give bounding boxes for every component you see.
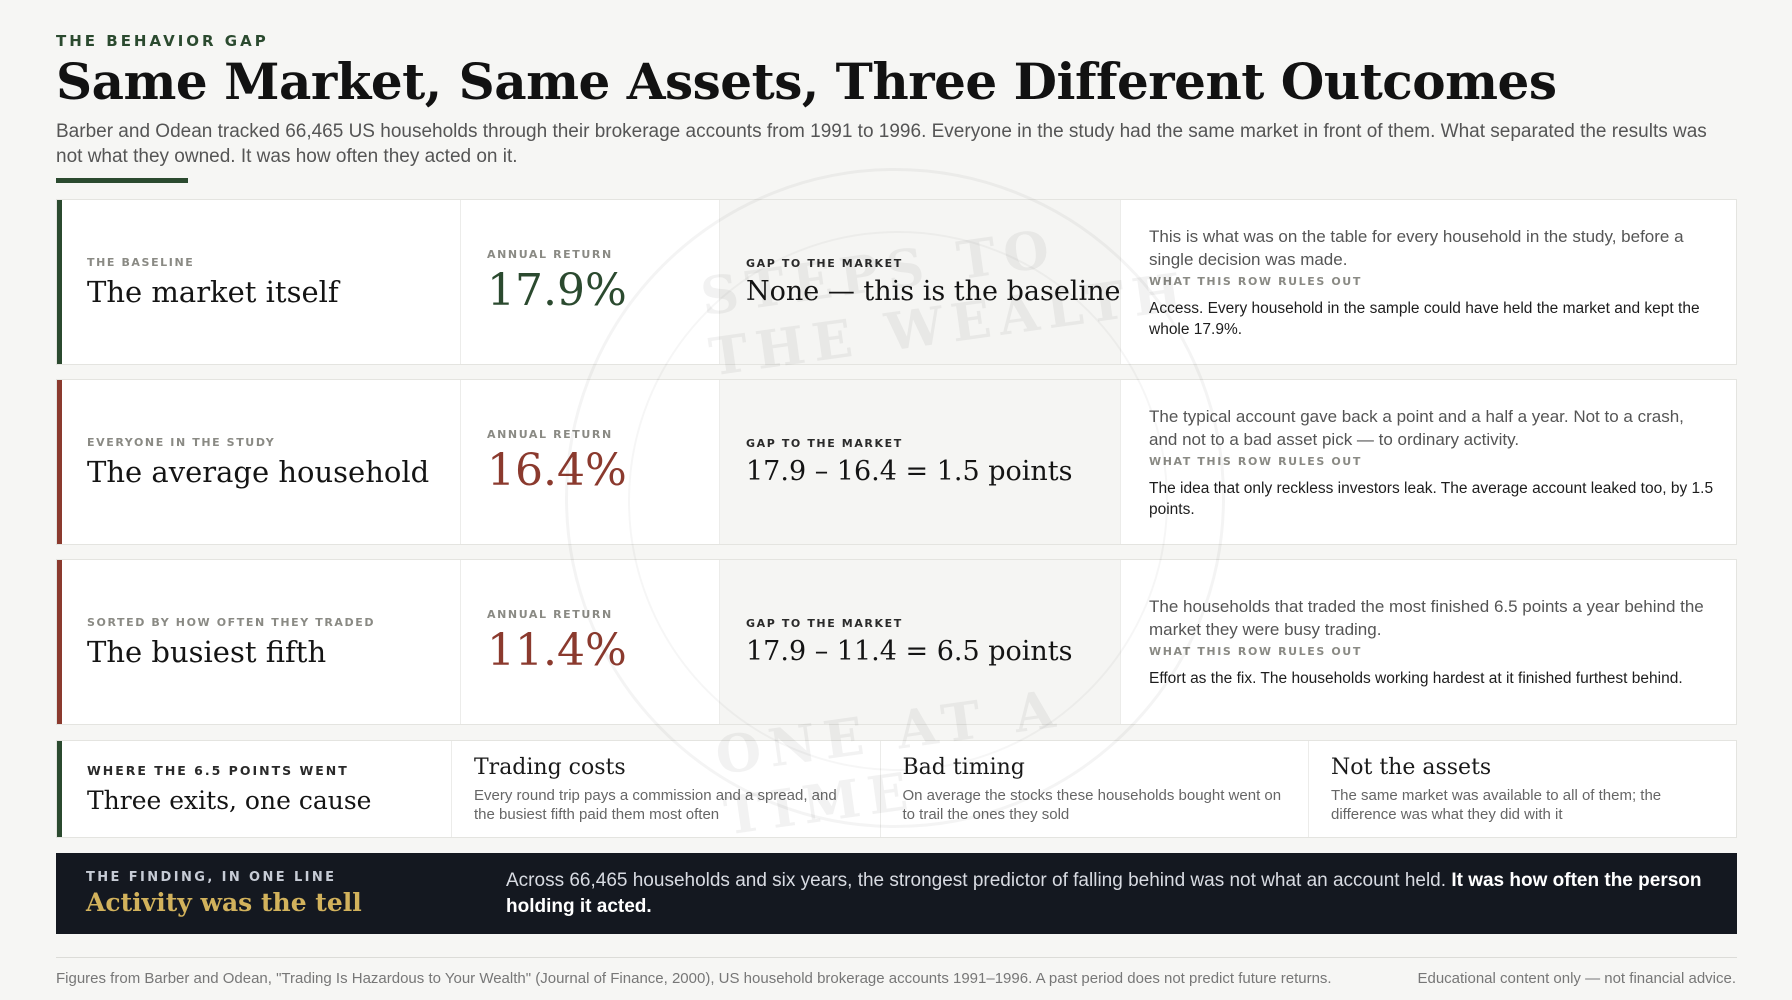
finding-text: Across 66,465 households and six years, … [506, 868, 1737, 920]
eyebrow: THE BEHAVIOR GAP [56, 32, 269, 50]
rules-label: WHAT THIS ROW RULES OUT [1149, 454, 1362, 468]
row-label-cell: SORTED BY HOW OFTEN THEY TRADED The busi… [62, 560, 461, 724]
row-description: The households that traded the most fini… [1149, 597, 1704, 639]
row-description: This is what was on the table for every … [1149, 226, 1684, 269]
exit-text: Every round trip pays a commission and a… [474, 787, 837, 823]
row-label-cell: THE BASELINE The market itself [62, 200, 461, 364]
gap-label: GAP TO THE MARKET [746, 437, 903, 450]
row-return-cell: ANNUAL RETURN 11.4% [461, 560, 720, 724]
return-value: 17.9% [487, 265, 627, 316]
footer-rule [56, 957, 1737, 958]
row-title: The average household [87, 454, 430, 489]
footer-source: Figures from Barber and Odean, "Trading … [56, 970, 1332, 987]
exits-panel: WHERE THE 6.5 POINTS WENT Three exits, o… [56, 740, 1737, 838]
finding-banner: THE FINDING, IN ONE LINE Activity was th… [56, 853, 1737, 934]
exit-text: On average the stocks these households b… [902, 787, 1282, 823]
rules-text: The idea that only reckless investors le… [1149, 479, 1714, 518]
gap-label: GAP TO THE MARKET [746, 257, 903, 270]
page-subtitle: Barber and Odean tracked 66,465 US house… [56, 121, 1707, 167]
gap-value: None — this is the baseline [746, 276, 1121, 307]
row-description: The typical account gave back a point an… [1149, 406, 1684, 449]
row-busiest: SORTED BY HOW OFTEN THEY TRADED The busi… [56, 559, 1737, 725]
rules-text: Effort as the fix. The households workin… [1149, 670, 1683, 687]
gap-label: GAP TO THE MARKET [746, 617, 903, 630]
row-return-cell: ANNUAL RETURN 16.4% [461, 380, 720, 544]
exit-item-trading-costs: Trading costs Every round trip pays a co… [452, 741, 881, 837]
finding-label: THE FINDING, IN ONE LINE [86, 870, 337, 885]
row-kicker: THE BASELINE [87, 255, 195, 269]
page-title: Same Market, Same Assets, Three Differen… [56, 52, 1557, 111]
exits-accent [57, 741, 62, 837]
finding-heading: THE FINDING, IN ONE LINE Activity was th… [56, 870, 506, 917]
row-accent [57, 560, 62, 724]
row-accent [57, 380, 62, 544]
row-baseline: THE BASELINE The market itself ANNUAL RE… [56, 199, 1737, 365]
row-title: The market itself [87, 274, 339, 309]
row-kicker: SORTED BY HOW OFTEN THEY TRADED [87, 615, 376, 629]
finding-text-bold: It was how often the person holding it a… [506, 869, 1702, 917]
row-return-cell: ANNUAL RETURN 17.9% [461, 200, 720, 364]
exit-text: The same market was available to all of … [1331, 787, 1662, 823]
row-gap-cell: GAP TO THE MARKET 17.9 – 16.4 = 1.5 poin… [720, 380, 1121, 544]
row-average: EVERYONE IN THE STUDY The average househ… [56, 379, 1737, 545]
exit-title: Bad timing [902, 755, 1025, 780]
return-value: 16.4% [487, 445, 627, 496]
finding-text-regular: Across 66,465 households and six years, … [506, 869, 1447, 891]
exit-item-not-the-assets: Not the assets The same market was avail… [1309, 741, 1736, 837]
exits-header: WHERE THE 6.5 POINTS WENT Three exits, o… [62, 741, 452, 837]
title-rule [56, 178, 188, 183]
row-gap-cell: GAP TO THE MARKET None — this is the bas… [720, 200, 1121, 364]
rules-label: WHAT THIS ROW RULES OUT [1149, 645, 1362, 658]
row-notes-cell: This is what was on the table for every … [1121, 200, 1736, 364]
exit-item-bad-timing: Bad timing On average the stocks these h… [881, 741, 1309, 837]
row-label-cell: EVERYONE IN THE STUDY The average househ… [62, 380, 461, 544]
exits-title: Three exits, one cause [87, 786, 372, 815]
row-accent [57, 200, 62, 364]
exits-label: WHERE THE 6.5 POINTS WENT [87, 763, 349, 778]
row-notes-cell: The households that traded the most fini… [1121, 560, 1736, 724]
return-label: ANNUAL RETURN [487, 248, 613, 261]
row-title: The busiest fifth [87, 634, 327, 669]
return-value: 11.4% [487, 625, 627, 676]
exit-title: Not the assets [1331, 755, 1492, 780]
rules-text: Access. Every household in the sample co… [1149, 299, 1700, 338]
row-gap-cell: GAP TO THE MARKET 17.9 – 11.4 = 6.5 poin… [720, 560, 1121, 724]
finding-title: Activity was the tell [86, 888, 362, 917]
rules-label: WHAT THIS ROW RULES OUT [1149, 274, 1362, 288]
gap-value: 17.9 – 11.4 = 6.5 points [746, 636, 1073, 667]
gap-value: 17.9 – 16.4 = 1.5 points [746, 456, 1073, 487]
footer-disclaimer: Educational content only — not financial… [1417, 970, 1736, 987]
exit-title: Trading costs [474, 755, 626, 780]
row-kicker: EVERYONE IN THE STUDY [87, 435, 276, 449]
row-notes-cell: The typical account gave back a point an… [1121, 380, 1736, 544]
return-label: ANNUAL RETURN [487, 428, 613, 441]
return-label: ANNUAL RETURN [487, 608, 613, 621]
